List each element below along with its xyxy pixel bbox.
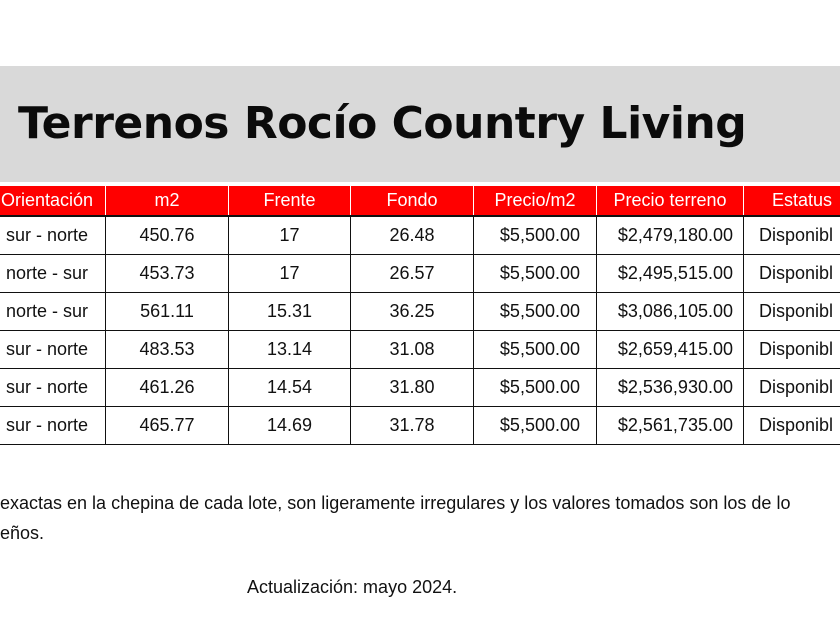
cell-precio-m2: $5,500.00 — [473, 330, 597, 369]
header-fondo: Fondo — [350, 185, 474, 217]
cell-m2: 465.77 — [105, 406, 229, 445]
cell-fondo: 31.08 — [350, 330, 474, 369]
lots-table: Orientación m2 Frente Fondo Precio/m2 Pr… — [0, 185, 840, 445]
cell-frente: 13.14 — [228, 330, 351, 369]
cell-precio-terreno: $2,536,930.00 — [596, 368, 744, 407]
cell-precio-m2: $5,500.00 — [473, 292, 597, 331]
cell-frente: 17 — [228, 215, 351, 255]
table-row: norte - sur 453.73 17 26.57 $5,500.00 $2… — [0, 254, 840, 293]
cell-precio-m2: $5,500.00 — [473, 254, 597, 293]
header-precio-m2: Precio/m2 — [473, 185, 597, 217]
update-date: Actualización: mayo 2024. — [247, 577, 458, 597]
cell-precio-terreno: $2,561,735.00 — [596, 406, 744, 445]
header-m2: m2 — [105, 185, 229, 217]
cell-m2: 453.73 — [105, 254, 229, 293]
cell-estatus: Disponibl — [743, 254, 840, 293]
footnote-line-1: exactas en la chepina de cada lote, son … — [0, 493, 791, 513]
cell-orientacion: sur - norte — [0, 406, 106, 445]
cell-frente: 14.54 — [228, 368, 351, 407]
cell-orientacion: norte - sur — [0, 254, 106, 293]
cell-orientacion: sur - norte — [0, 215, 106, 255]
cell-precio-m2: $5,500.00 — [473, 215, 597, 255]
cell-frente: 15.31 — [228, 292, 351, 331]
table-row: norte - sur 561.11 15.31 36.25 $5,500.00… — [0, 292, 840, 331]
footnote-line-2: eños. — [0, 523, 45, 543]
cell-m2: 483.53 — [105, 330, 229, 369]
cell-estatus: Disponibl — [743, 330, 840, 369]
cell-m2: 461.26 — [105, 368, 229, 407]
table-header-row: Orientación m2 Frente Fondo Precio/m2 Pr… — [0, 185, 840, 217]
cell-m2: 450.76 — [105, 215, 229, 255]
page-title: Terrenos Rocío Country Living — [18, 98, 747, 149]
header-frente: Frente — [228, 185, 351, 217]
header-estatus: Estatus — [743, 185, 840, 217]
cell-precio-terreno: $2,495,515.00 — [596, 254, 744, 293]
cell-precio-m2: $5,500.00 — [473, 368, 597, 407]
cell-frente: 14.69 — [228, 406, 351, 445]
cell-fondo: 31.78 — [350, 406, 474, 445]
cell-fondo: 26.48 — [350, 215, 474, 255]
table-row: sur - norte 483.53 13.14 31.08 $5,500.00… — [0, 330, 840, 369]
cell-orientacion: norte - sur — [0, 292, 106, 331]
cell-estatus: Disponibl — [743, 215, 840, 255]
cell-precio-terreno: $2,479,180.00 — [596, 215, 744, 255]
header-orientacion: Orientación — [0, 185, 106, 217]
cell-estatus: Disponibl — [743, 292, 840, 331]
cell-precio-terreno: $3,086,105.00 — [596, 292, 744, 331]
table-row: sur - norte 465.77 14.69 31.78 $5,500.00… — [0, 406, 840, 445]
header-precio-terreno: Precio terreno — [596, 185, 744, 217]
cell-precio-terreno: $2,659,415.00 — [596, 330, 744, 369]
footnote: exactas en la chepina de cada lote, son … — [0, 488, 840, 548]
cell-estatus: Disponibl — [743, 406, 840, 445]
title-band — [0, 66, 840, 182]
cell-orientacion: sur - norte — [0, 368, 106, 407]
cell-fondo: 31.80 — [350, 368, 474, 407]
cell-fondo: 26.57 — [350, 254, 474, 293]
cell-estatus: Disponibl — [743, 368, 840, 407]
cell-precio-m2: $5,500.00 — [473, 406, 597, 445]
table-row: sur - norte 461.26 14.54 31.80 $5,500.00… — [0, 368, 840, 407]
cell-frente: 17 — [228, 254, 351, 293]
table-row: sur - norte 450.76 17 26.48 $5,500.00 $2… — [0, 215, 840, 255]
cell-m2: 561.11 — [105, 292, 229, 331]
cell-fondo: 36.25 — [350, 292, 474, 331]
cell-orientacion: sur - norte — [0, 330, 106, 369]
